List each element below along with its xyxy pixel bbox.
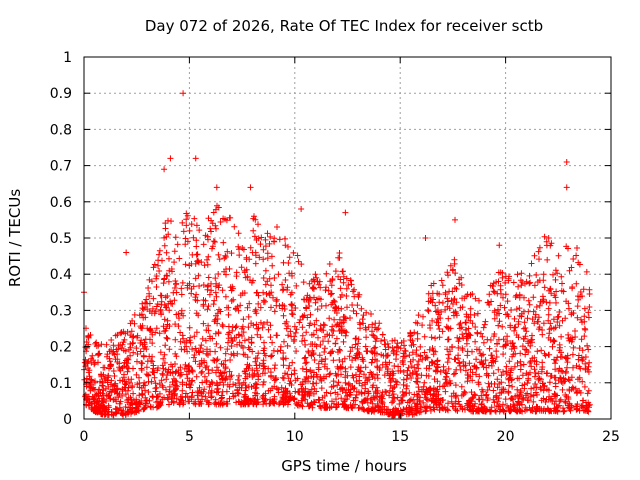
data-points <box>81 90 593 419</box>
y-tick-label: 0.6 <box>50 195 72 211</box>
grid-lines <box>84 57 611 419</box>
axis-ticks: 0 5 10 15 20 25 0 0.1 0.2 0.3 0.4 0.5 0.6 0.7 0.8 0.9 1 <box>50 50 620 445</box>
x-tick-label: 20 <box>497 429 515 445</box>
chart-title: Day 072 of 2026, Rate Of TEC Index for r… <box>145 17 543 35</box>
y-tick-label: 0.4 <box>50 267 72 283</box>
y-tick-label: 0.5 <box>50 231 72 247</box>
data-point <box>167 155 174 162</box>
y-tick-label: 0.7 <box>50 159 72 175</box>
x-tick-label: 10 <box>286 429 304 445</box>
y-tick-label: 0.2 <box>50 340 72 356</box>
data-point <box>563 184 570 191</box>
data-point <box>161 166 168 173</box>
y-tick-label: 0 <box>63 412 72 428</box>
x-tick-label: 0 <box>80 429 89 445</box>
y-tick-label: 0.9 <box>50 86 72 102</box>
data-point <box>180 90 187 97</box>
x-tick-label: 5 <box>185 429 194 445</box>
data-point <box>123 249 130 256</box>
data-point <box>298 206 305 213</box>
data-point <box>342 209 349 216</box>
y-tick-label: 1 <box>63 50 72 66</box>
data-point <box>496 242 503 249</box>
y-tick-label: 0.1 <box>50 376 72 392</box>
data-point <box>452 216 459 223</box>
y-tick-label: 0.8 <box>50 122 72 138</box>
data-point <box>563 158 570 165</box>
y-tick-label: 0.3 <box>50 303 72 319</box>
data-point <box>213 184 220 191</box>
x-tick-label: 15 <box>391 429 409 445</box>
x-tick-label: 25 <box>602 429 620 445</box>
y-axis-label: ROTI / TECUs <box>6 189 24 287</box>
data-point <box>422 235 429 241</box>
x-axis-label: GPS time / hours <box>281 457 407 475</box>
data-point <box>192 155 199 162</box>
scatter-cloud <box>81 202 593 419</box>
data-point <box>247 184 254 191</box>
